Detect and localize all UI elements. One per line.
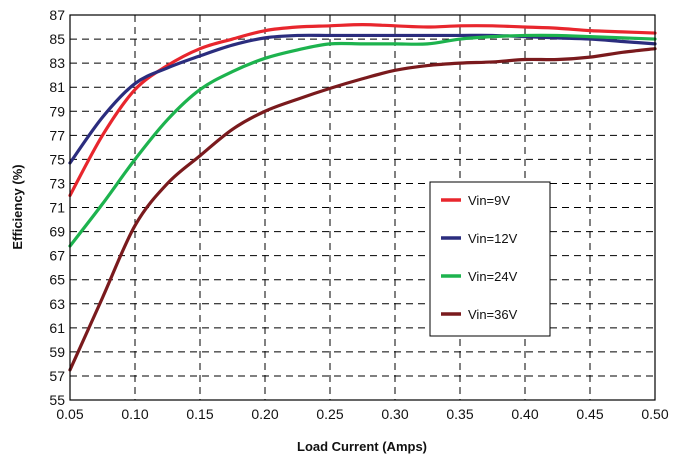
- y-tick-label: 63: [49, 296, 65, 312]
- x-tick-label: 0.15: [186, 406, 213, 422]
- x-tick-label: 0.25: [316, 406, 343, 422]
- legend-label-vin-9v: Vin=9V: [468, 193, 510, 208]
- plot-border: [69, 14, 656, 401]
- y-tick-label: 69: [49, 224, 65, 240]
- x-tick-label: 0.40: [511, 406, 538, 422]
- series-line-vin-24v: [68, 33, 657, 248]
- y-tick-label: 65: [49, 272, 65, 288]
- legend-label-vin-36v: Vin=36V: [468, 307, 518, 322]
- series-line-vin-9v: [68, 23, 657, 198]
- y-tick-label: 73: [49, 175, 65, 191]
- x-axis-title: Load Current (Amps): [297, 439, 427, 454]
- legend-label-vin-12v: Vin=12V: [468, 231, 518, 246]
- legend-box: [429, 181, 551, 337]
- y-tick-label: 57: [49, 368, 65, 384]
- y-tick-label: 85: [49, 31, 65, 47]
- x-tick-label: 0.50: [641, 406, 668, 422]
- y-axis-title: Efficiency (%): [10, 164, 25, 249]
- x-tick-labels: 0.05 0.10 0.15 0.20 0.25 0.30 0.35 0.40 0.45 0.50: [56, 406, 668, 422]
- y-tick-label: 61: [49, 320, 65, 336]
- y-tick-label: 67: [49, 248, 65, 264]
- x-tick-label: 0.45: [576, 406, 603, 422]
- x-tick-label: 0.10: [121, 406, 148, 422]
- series-lines: [68, 23, 657, 372]
- y-tick-label: 55: [49, 392, 65, 408]
- grid-lines: [70, 15, 655, 400]
- x-tick-label: 0.05: [56, 406, 83, 422]
- x-tick-label: 0.20: [251, 406, 278, 422]
- legend-label-vin-24v: Vin=24V: [468, 269, 518, 284]
- y-tick-labels: 55 57 59 61 63 65 67 69 71 73 75 77 79 81 83 85 87: [49, 7, 65, 408]
- y-tick-label: 79: [49, 103, 65, 119]
- y-tick-label: 75: [49, 151, 65, 167]
- y-tick-label: 59: [49, 344, 65, 360]
- y-tick-label: 81: [49, 79, 65, 95]
- x-tick-label: 0.30: [381, 406, 408, 422]
- y-tick-label: 77: [49, 127, 65, 143]
- series-line-vin-36v: [68, 47, 657, 372]
- y-tick-label: 83: [49, 55, 65, 71]
- series-line-vin-12v: [68, 33, 657, 165]
- y-tick-label: 87: [49, 7, 65, 23]
- y-tick-label: 71: [49, 200, 65, 216]
- x-tick-label: 0.35: [446, 406, 473, 422]
- legend: Vin=9V Vin=12V Vin=24V Vin=36V: [429, 181, 551, 337]
